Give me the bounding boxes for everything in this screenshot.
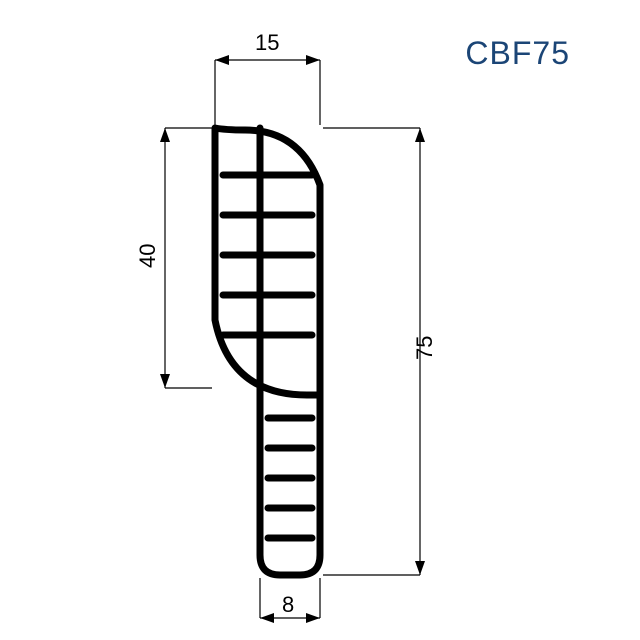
- dim-8: 8: [260, 578, 320, 623]
- profile-outline: [215, 128, 320, 575]
- dim-label: 15: [255, 30, 279, 55]
- dimension-lines: 15 8 40 75: [135, 30, 437, 623]
- dim-label: 8: [282, 592, 294, 617]
- dim-40: 40: [135, 128, 212, 388]
- dim-75: 75: [323, 128, 437, 575]
- technical-drawing: 15 8 40 75: [0, 0, 640, 640]
- dim-15: 15: [215, 30, 320, 125]
- drawing-stage: CBF75 15 8 40 75: [0, 0, 640, 640]
- dim-label: 40: [135, 244, 160, 268]
- part-number-title: CBF75: [465, 35, 570, 72]
- dim-label: 75: [412, 336, 437, 360]
